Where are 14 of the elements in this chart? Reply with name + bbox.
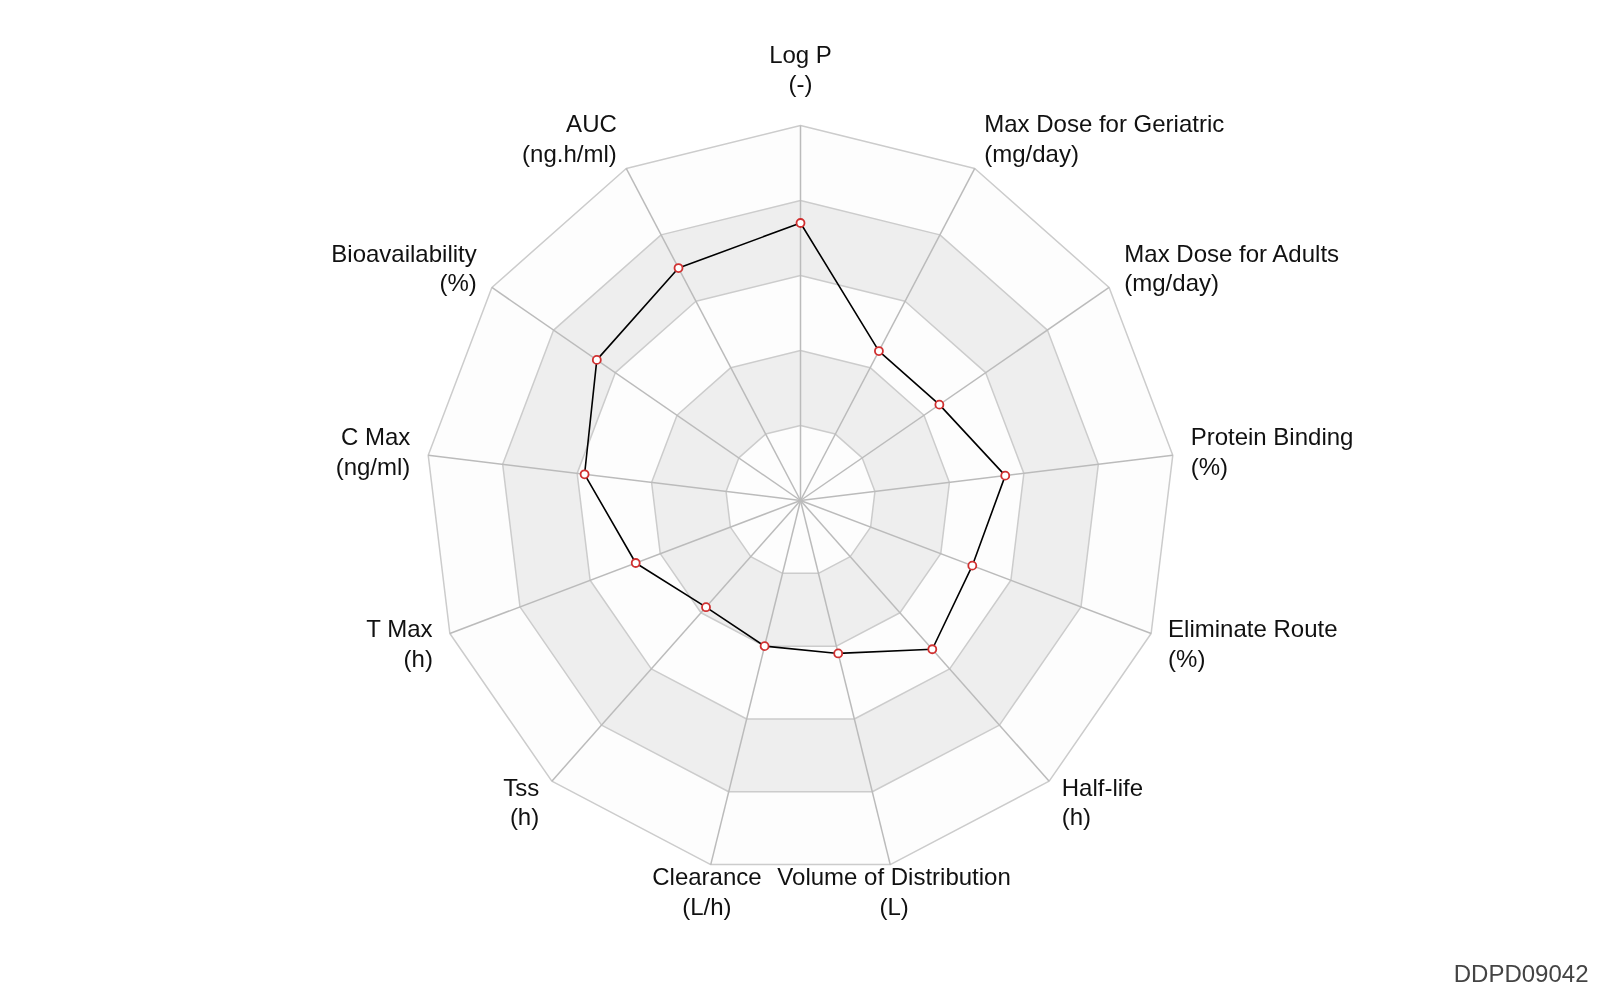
spoke-label: Half-life (h) [1061,773,1144,831]
spoke-label: Protein Binding (%) [1190,422,1354,480]
text: DDPD09042 [1453,960,1589,987]
spoke-label: Tss (h) [503,773,540,831]
spoke-label: Max Dose for Adults (mg/day) [1124,239,1340,297]
spoke-label: T Max (h) [366,615,433,672]
spoke-label: C Max (ng/ml) [335,422,411,480]
spoke-label: Eliminate Route (%) [1168,615,1338,672]
spoke-label: Volume of Distribution (L) [777,863,1011,921]
spoke-label: AUC (ng.h/ml) [522,110,617,167]
spoke-label: Log P (-) [769,40,832,98]
spoke-label: Bioavailability (%) [331,239,477,297]
spoke-label: Clearance (L/h) [652,863,762,921]
spoke-label: Max Dose for Geriatric (mg/day) [984,110,1225,167]
